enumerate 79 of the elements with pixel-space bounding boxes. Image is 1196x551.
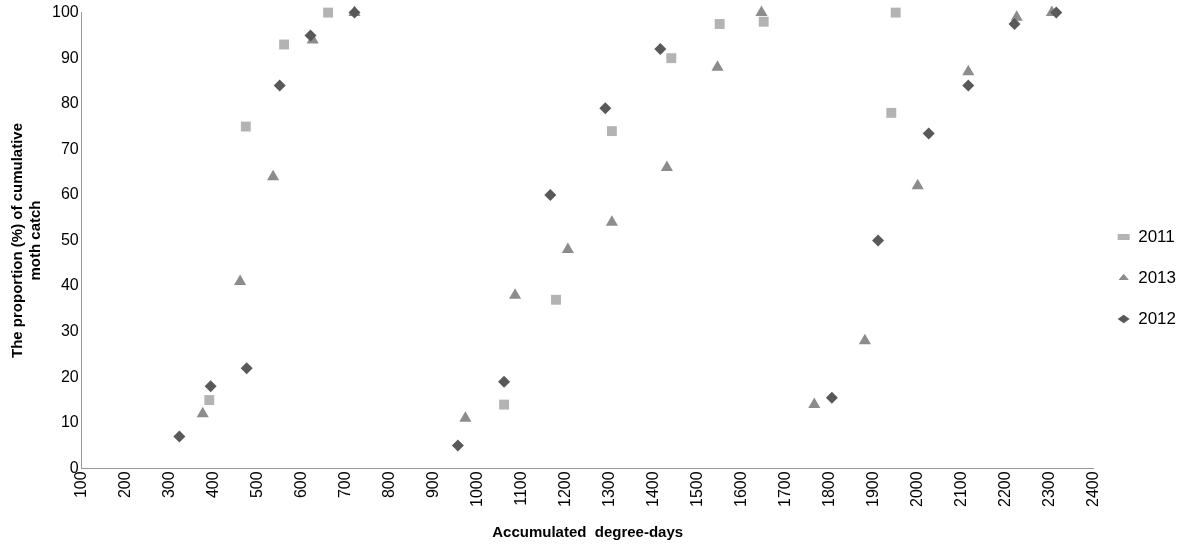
point: [654, 43, 667, 56]
x-tick-label: 1800: [820, 471, 838, 507]
point: [911, 178, 924, 190]
y-tick-label: 10: [60, 413, 79, 431]
point: [872, 234, 885, 247]
x-tick-label: 500: [248, 471, 266, 499]
x-tick-label: 1100: [512, 471, 530, 506]
point: [499, 399, 510, 410]
point: [498, 375, 511, 388]
point: [962, 64, 975, 76]
legend-label: 2013: [1138, 267, 1177, 287]
point: [240, 362, 253, 375]
y-tick-label: 30: [60, 322, 79, 340]
x-tick-label: 2300: [1040, 471, 1058, 507]
point: [808, 397, 821, 409]
point: [599, 102, 612, 115]
point: [173, 430, 186, 443]
point: [666, 53, 677, 64]
x-tick-label: 900: [424, 471, 442, 499]
point: [890, 7, 901, 18]
x-tick-label: 1400: [644, 471, 662, 507]
y-tick-label: 70: [60, 139, 79, 157]
point: [1008, 18, 1021, 30]
y-tick-label: 60: [60, 185, 79, 203]
y-tick-label: 50: [60, 230, 79, 248]
x-tick-label: 200: [116, 471, 134, 499]
x-tick-label: 2200: [996, 471, 1014, 507]
y-tick-label: 100: [51, 3, 79, 21]
x-tick-label: 300: [160, 471, 178, 499]
x-tick-label: 1300: [600, 471, 618, 507]
point: [755, 5, 768, 17]
x-tick-label: 1900: [864, 471, 882, 507]
x-tick-label: 1700: [776, 471, 794, 507]
x-tick-label: 600: [292, 471, 310, 499]
point: [459, 411, 472, 422]
point: [858, 333, 871, 345]
point: [273, 79, 286, 92]
legend-label: 2012: [1138, 308, 1177, 328]
point: [711, 60, 724, 71]
y-tick-label: 40: [60, 276, 79, 294]
x-tick-label: 1500: [688, 471, 706, 507]
point: [544, 188, 557, 201]
point: [1050, 6, 1063, 19]
point: [509, 288, 522, 299]
point: [204, 395, 215, 405]
y-axis-title: The proportion (%) of cumulative moth catch: [8, 123, 44, 358]
x-tick-label: 1000: [468, 471, 486, 507]
x-tick-label: 2000: [908, 471, 926, 507]
x-tick-label: 1200: [556, 471, 574, 507]
point: [204, 380, 217, 393]
point: [886, 107, 897, 118]
point: [451, 439, 464, 452]
point: [196, 406, 209, 418]
x-tick-label: 2100: [952, 471, 970, 507]
point: [279, 39, 290, 50]
x-axis-title: Accumulated degree-days: [492, 523, 684, 541]
x-tick-label: 800: [380, 471, 398, 499]
point: [660, 160, 673, 172]
x-tick-label: 700: [336, 471, 354, 499]
point: [825, 391, 838, 404]
point: [234, 274, 247, 286]
y-tick-label: 90: [60, 48, 79, 66]
point: [267, 169, 280, 181]
x-tick-label: 400: [204, 471, 222, 499]
y-tick-label: 80: [60, 94, 79, 112]
x-tick-label: 2400: [1084, 471, 1102, 507]
legend-label: 2011: [1138, 226, 1175, 246]
point: [240, 121, 251, 132]
point: [714, 19, 725, 29]
point: [606, 126, 617, 137]
point: [758, 16, 769, 27]
x-tick-label: 1600: [732, 471, 750, 507]
point: [561, 242, 574, 254]
point: [922, 127, 935, 140]
y-tick-label: 20: [60, 367, 79, 385]
point: [605, 215, 618, 226]
point: [962, 79, 975, 92]
point: [551, 294, 561, 305]
point: [323, 7, 334, 18]
